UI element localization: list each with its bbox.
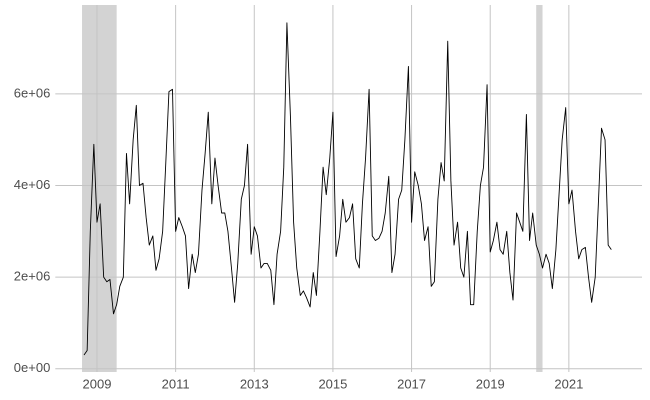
x-tick-label: 2021 xyxy=(554,376,583,391)
x-tick-label: 2013 xyxy=(240,376,269,391)
x-tick-label: 2009 xyxy=(83,376,112,391)
y-tick-label: 4e+06 xyxy=(14,177,51,192)
x-tick-label: 2011 xyxy=(162,376,190,391)
x-tick-label: 2019 xyxy=(476,376,505,391)
y-tick-label: 2e+06 xyxy=(14,269,51,284)
shaded-region xyxy=(536,5,543,372)
y-tick-label: 0e+00 xyxy=(14,360,51,375)
shaded-region xyxy=(82,5,117,372)
x-tick-label: 2015 xyxy=(318,376,347,391)
line xyxy=(83,22,612,356)
y-tick-label: 6e+06 xyxy=(14,85,51,100)
x-tick-label: 2017 xyxy=(397,376,426,391)
